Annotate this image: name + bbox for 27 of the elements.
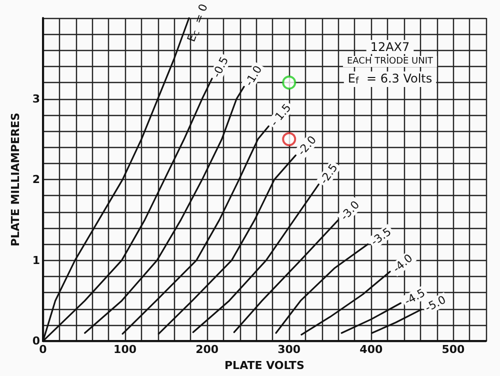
y-tick-label: 1 — [32, 254, 40, 267]
x-tick-label: 100 — [114, 343, 137, 356]
y-tick-label: 2 — [32, 173, 40, 186]
text: -0.5 — [210, 54, 232, 80]
y-axis-title: PLATE MILLIAMPERES — [9, 112, 22, 246]
x-axis-title: PLATE VOLTS — [224, 359, 304, 372]
x-tick-label: 500 — [442, 343, 466, 356]
line-series — [300, 270, 391, 336]
text: - 1.5 — [268, 101, 294, 129]
line-series — [233, 219, 340, 334]
text: -3.5 — [368, 225, 394, 248]
line-series — [122, 125, 270, 335]
y-tick-label: 3 — [32, 92, 40, 106]
text: -4.5 — [402, 286, 428, 308]
y-tick-label: 0 — [32, 334, 40, 348]
x-tick-label: 200 — [196, 343, 219, 356]
text: EACH TRIODE UNIT — [346, 56, 434, 66]
x-tick-label: 400 — [360, 343, 383, 356]
text: -2.0 — [295, 133, 320, 158]
text: 12AX7 — [370, 40, 410, 54]
text: -3.0 — [338, 198, 362, 223]
text: -4.0 — [390, 252, 416, 276]
text: Ec = 0 — [184, 2, 210, 44]
x-tick-label: 300 — [278, 343, 301, 356]
line-series — [275, 243, 369, 334]
line-series — [84, 86, 245, 334]
text: -5.0 — [423, 293, 448, 314]
